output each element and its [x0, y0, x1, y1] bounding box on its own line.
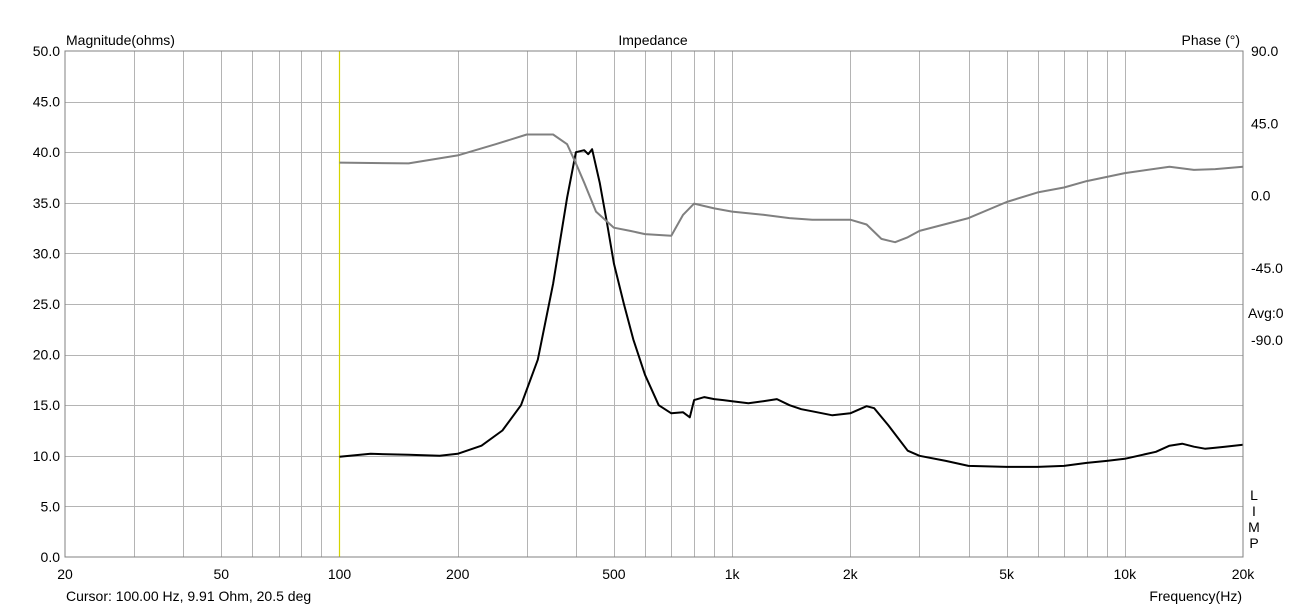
- frequency-tick-label: 100: [328, 566, 352, 582]
- x-axis-label: Frequency(Hz): [1149, 588, 1242, 604]
- phase-tick-label: 45.0: [1251, 115, 1278, 131]
- phase-tick-labels: 90.0 45.0 0.0 -45.0 -90.0: [1251, 43, 1283, 348]
- magnitude-tick-labels: 50.0 45.0 40.0 35.0 30.0 25.0 20.0 15.0 10.0 5.0 0…: [33, 43, 60, 565]
- magnitude-tick-label: 5.0: [41, 498, 61, 514]
- magnitude-tick-label: 10.0: [33, 448, 60, 464]
- frequency-tick-label: 5k: [999, 566, 1015, 582]
- frequency-tick-label: 2k: [843, 566, 859, 582]
- magnitude-tick-label: 20.0: [33, 347, 60, 363]
- phase-tick-label: -90.0: [1251, 332, 1283, 348]
- left-axis-label: Magnitude(ohms): [66, 32, 175, 48]
- plot-frame: [64, 50, 1244, 558]
- frequency-tick-label: 20: [57, 566, 73, 582]
- magnitude-tick-label: 50.0: [33, 43, 60, 59]
- magnitude-tick-label: 0.0: [41, 549, 61, 565]
- frequency-tick-label: 50: [214, 566, 230, 582]
- phase-tick-label: -45.0: [1251, 260, 1283, 276]
- frequency-tick-label: 10k: [1114, 566, 1138, 582]
- phase-series-line: [339, 133, 1244, 244]
- frequency-tick-label: 200: [446, 566, 470, 582]
- cursor-readout: Cursor: 100.00 Hz, 9.91 Ohm, 20.5 deg: [66, 588, 311, 604]
- phase-tick-label: 0.0: [1251, 188, 1271, 204]
- chart-title: Impedance: [618, 32, 687, 48]
- frequency-tick-label: 20k: [1232, 566, 1256, 582]
- series-group: [339, 133, 1244, 468]
- limp-letter: L: [1250, 487, 1258, 503]
- magnitude-tick-label: 30.0: [33, 245, 60, 261]
- magnitude-tick-label: 15.0: [33, 397, 60, 413]
- frequency-tick-label: 1k: [725, 566, 741, 582]
- magnitude-tick-label: 45.0: [33, 94, 60, 110]
- magnitude-tick-label: 35.0: [33, 195, 60, 211]
- magnitude-tick-label: 40.0: [33, 144, 60, 160]
- limp-letter: I: [1252, 503, 1256, 519]
- limp-letter: P: [1249, 535, 1258, 551]
- limp-letter: M: [1248, 519, 1260, 535]
- right-axis-label: Phase (°): [1181, 32, 1240, 48]
- frequency-tick-label: 500: [602, 566, 626, 582]
- avg-label: Avg:0: [1248, 305, 1284, 321]
- frequency-tick-labels: 20 50 100 200 500 1k 2k 5k 10k 20k: [57, 566, 1255, 582]
- grid: [65, 51, 1243, 557]
- phase-tick-label: 90.0: [1251, 43, 1278, 59]
- magnitude-series-line: [339, 148, 1244, 468]
- magnitude-tick-label: 25.0: [33, 296, 60, 312]
